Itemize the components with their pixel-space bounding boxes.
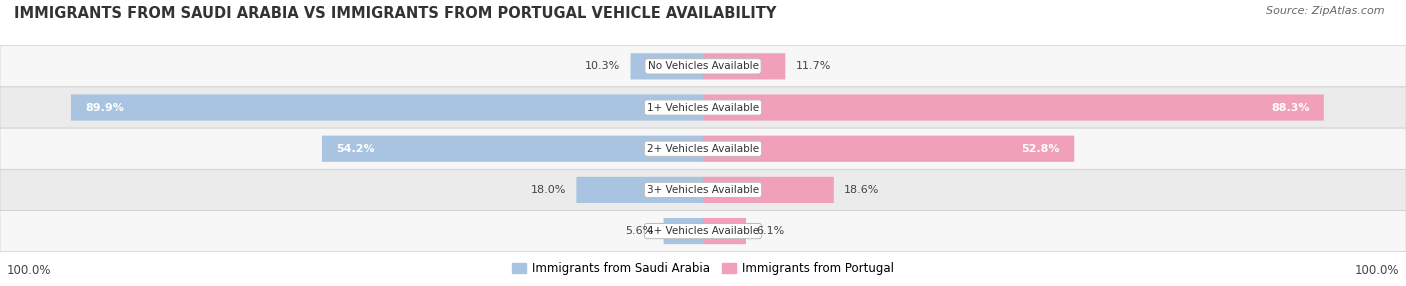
FancyBboxPatch shape <box>0 46 1406 87</box>
FancyBboxPatch shape <box>0 169 1406 210</box>
Text: 6.1%: 6.1% <box>756 226 785 236</box>
Text: IMMIGRANTS FROM SAUDI ARABIA VS IMMIGRANTS FROM PORTUGAL VEHICLE AVAILABILITY: IMMIGRANTS FROM SAUDI ARABIA VS IMMIGRAN… <box>14 6 776 21</box>
Legend: Immigrants from Saudi Arabia, Immigrants from Portugal: Immigrants from Saudi Arabia, Immigrants… <box>508 258 898 280</box>
FancyBboxPatch shape <box>0 87 1406 128</box>
Text: 88.3%: 88.3% <box>1271 103 1309 112</box>
FancyBboxPatch shape <box>322 136 703 162</box>
FancyBboxPatch shape <box>703 218 747 244</box>
Text: 18.0%: 18.0% <box>530 185 565 195</box>
Text: 18.6%: 18.6% <box>844 185 880 195</box>
FancyBboxPatch shape <box>576 177 703 203</box>
Text: 100.0%: 100.0% <box>1354 265 1399 277</box>
Text: 100.0%: 100.0% <box>7 265 52 277</box>
Text: 1+ Vehicles Available: 1+ Vehicles Available <box>647 103 759 112</box>
Text: 89.9%: 89.9% <box>84 103 124 112</box>
Text: 54.2%: 54.2% <box>336 144 374 154</box>
Text: 52.8%: 52.8% <box>1022 144 1060 154</box>
FancyBboxPatch shape <box>630 53 703 80</box>
Text: 3+ Vehicles Available: 3+ Vehicles Available <box>647 185 759 195</box>
FancyBboxPatch shape <box>703 177 834 203</box>
FancyBboxPatch shape <box>0 210 1406 252</box>
FancyBboxPatch shape <box>0 128 1406 169</box>
Text: 4+ Vehicles Available: 4+ Vehicles Available <box>647 226 759 236</box>
FancyBboxPatch shape <box>664 218 703 244</box>
Text: 5.6%: 5.6% <box>624 226 652 236</box>
Text: Source: ZipAtlas.com: Source: ZipAtlas.com <box>1267 6 1385 16</box>
Text: No Vehicles Available: No Vehicles Available <box>648 61 758 71</box>
FancyBboxPatch shape <box>70 94 703 121</box>
Text: 2+ Vehicles Available: 2+ Vehicles Available <box>647 144 759 154</box>
FancyBboxPatch shape <box>703 136 1074 162</box>
FancyBboxPatch shape <box>703 53 786 80</box>
Text: 11.7%: 11.7% <box>796 61 831 71</box>
FancyBboxPatch shape <box>703 94 1324 121</box>
Text: 10.3%: 10.3% <box>585 61 620 71</box>
